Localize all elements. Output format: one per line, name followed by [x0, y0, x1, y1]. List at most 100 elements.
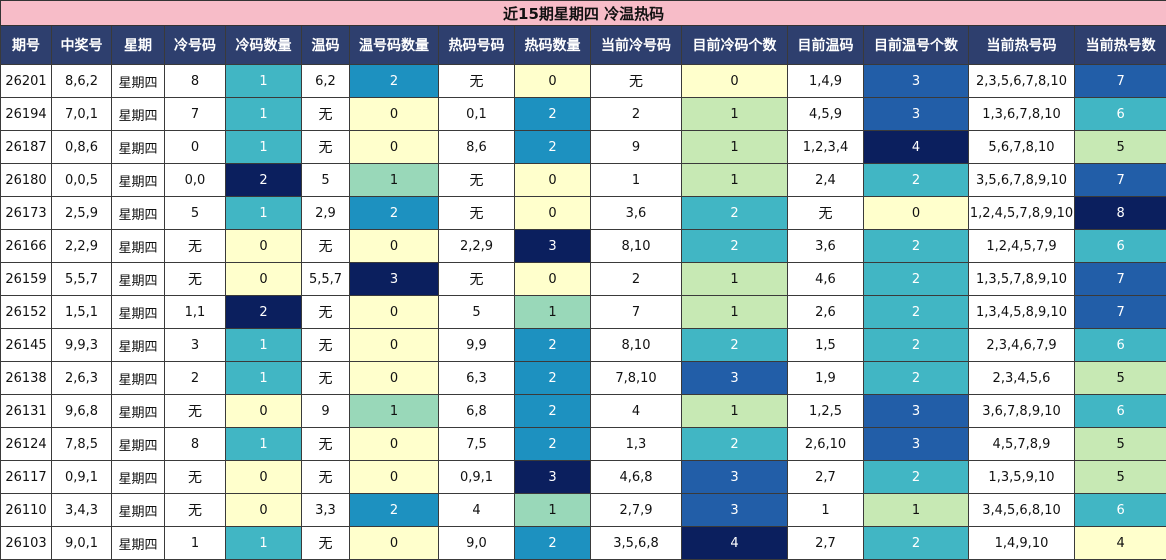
cell-issue: 26201 — [1, 65, 52, 98]
cell-hot-numbers: 4 — [439, 494, 515, 527]
cell-current-warm-count: 1 — [864, 494, 969, 527]
header-cold-count: 冷码数量 — [226, 26, 302, 65]
cell-current-warm: 无 — [788, 197, 864, 230]
cell-current-hot-count: 6 — [1075, 98, 1166, 131]
header-winning-number: 中奖号 — [52, 26, 112, 65]
header-hot-numbers: 热码号码 — [439, 26, 515, 65]
header-warm-count: 温号码数量 — [350, 26, 439, 65]
cell-issue: 26159 — [1, 263, 52, 296]
cell-current-cold-count: 1 — [682, 263, 788, 296]
cell-winning-number: 9,0,1 — [52, 527, 112, 560]
cell-current-warm-count: 3 — [864, 395, 969, 428]
cell-warm-count: 2 — [350, 197, 439, 230]
cell-current-warm-count: 0 — [864, 197, 969, 230]
cell-cold-numbers: 无 — [165, 461, 226, 494]
cell-issue: 26110 — [1, 494, 52, 527]
cell-cold-numbers: 无 — [165, 494, 226, 527]
cell-hot-count: 2 — [515, 527, 591, 560]
cell-cold-numbers: 2 — [165, 362, 226, 395]
cell-warm-numbers: 无 — [302, 362, 350, 395]
cell-warm-numbers: 5,5,7 — [302, 263, 350, 296]
cell-winning-number: 8,6,2 — [52, 65, 112, 98]
cell-hot-count: 3 — [515, 461, 591, 494]
cell-current-cold: 无 — [591, 65, 682, 98]
cell-warm-count: 0 — [350, 428, 439, 461]
cell-weekday: 星期四 — [112, 296, 165, 329]
table-title: 近15期星期四 冷温热码 — [1, 1, 1166, 26]
cell-current-hot-count: 7 — [1075, 164, 1166, 197]
cell-current-warm-count: 3 — [864, 65, 969, 98]
cell-current-hot: 5,6,7,8,10 — [969, 131, 1075, 164]
cell-cold-numbers: 无 — [165, 395, 226, 428]
cell-winning-number: 7,8,5 — [52, 428, 112, 461]
cell-current-hot-count: 6 — [1075, 329, 1166, 362]
cell-weekday: 星期四 — [112, 527, 165, 560]
cell-current-hot-count: 7 — [1075, 296, 1166, 329]
cell-weekday: 星期四 — [112, 329, 165, 362]
cell-current-hot: 1,4,9,10 — [969, 527, 1075, 560]
cell-issue: 26145 — [1, 329, 52, 362]
cell-weekday: 星期四 — [112, 494, 165, 527]
header-hot-count: 热码数量 — [515, 26, 591, 65]
cell-current-cold-count: 2 — [682, 329, 788, 362]
cell-cold-count: 1 — [226, 98, 302, 131]
cell-current-warm: 1,5 — [788, 329, 864, 362]
header-cold-numbers: 冷号码 — [165, 26, 226, 65]
cell-hot-numbers: 5 — [439, 296, 515, 329]
cell-weekday: 星期四 — [112, 164, 165, 197]
cell-hot-count: 2 — [515, 131, 591, 164]
cell-cold-numbers: 无 — [165, 230, 226, 263]
cell-current-warm: 1,2,3,4 — [788, 131, 864, 164]
header-current-hot-count: 当前热号数 — [1075, 26, 1166, 65]
cell-current-hot-count: 7 — [1075, 263, 1166, 296]
cell-current-hot-count: 5 — [1075, 461, 1166, 494]
cell-warm-numbers: 无 — [302, 428, 350, 461]
cell-current-hot: 2,3,4,6,7,9 — [969, 329, 1075, 362]
cell-hot-numbers: 无 — [439, 197, 515, 230]
cell-warm-count: 0 — [350, 362, 439, 395]
cell-current-hot: 1,3,5,9,10 — [969, 461, 1075, 494]
cell-warm-count: 3 — [350, 263, 439, 296]
cell-weekday: 星期四 — [112, 428, 165, 461]
cell-current-hot-count: 5 — [1075, 362, 1166, 395]
cell-weekday: 星期四 — [112, 98, 165, 131]
cell-cold-count: 2 — [226, 296, 302, 329]
cell-current-cold-count: 2 — [682, 230, 788, 263]
cell-warm-count: 0 — [350, 98, 439, 131]
cell-hot-count: 1 — [515, 296, 591, 329]
cell-issue: 26166 — [1, 230, 52, 263]
cell-hot-count: 3 — [515, 230, 591, 263]
cell-current-cold: 2,7,9 — [591, 494, 682, 527]
cell-current-hot-count: 5 — [1075, 428, 1166, 461]
cell-cold-numbers: 0 — [165, 131, 226, 164]
cell-current-cold-count: 1 — [682, 395, 788, 428]
cell-current-warm-count: 2 — [864, 296, 969, 329]
cell-current-cold-count: 1 — [682, 164, 788, 197]
cell-cold-count: 0 — [226, 461, 302, 494]
cell-issue: 26173 — [1, 197, 52, 230]
cell-current-cold-count: 3 — [682, 461, 788, 494]
cell-current-cold-count: 1 — [682, 296, 788, 329]
cell-issue: 26180 — [1, 164, 52, 197]
cell-winning-number: 9,9,3 — [52, 329, 112, 362]
cell-winning-number: 5,5,7 — [52, 263, 112, 296]
cell-hot-numbers: 8,6 — [439, 131, 515, 164]
cell-current-cold: 2 — [591, 98, 682, 131]
cell-warm-numbers: 9 — [302, 395, 350, 428]
cell-current-hot: 1,3,5,7,8,9,10 — [969, 263, 1075, 296]
cell-warm-count: 0 — [350, 131, 439, 164]
cell-hot-count: 2 — [515, 329, 591, 362]
cell-winning-number: 2,5,9 — [52, 197, 112, 230]
cell-current-hot: 3,4,5,6,8,10 — [969, 494, 1075, 527]
cell-warm-numbers: 3,3 — [302, 494, 350, 527]
header-row: 期号 中奖号 星期 冷号码 冷码数量 温码 温号码数量 热码号码 热码数量 当前… — [1, 26, 1166, 65]
cell-hot-count: 0 — [515, 263, 591, 296]
